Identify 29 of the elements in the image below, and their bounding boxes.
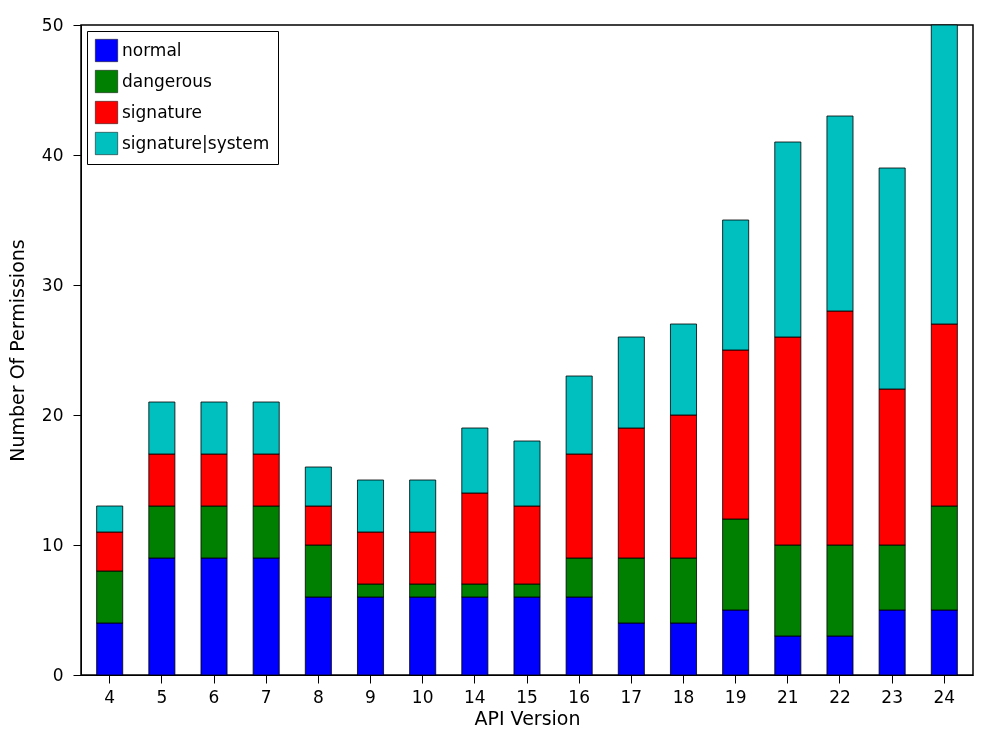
x-tick-label: 10	[411, 686, 434, 707]
x-tick-label: 8	[312, 686, 324, 707]
y-tick-label: 40	[41, 144, 64, 165]
x-tick-label: 7	[260, 686, 272, 707]
x-tick-label: 23	[881, 686, 903, 707]
y-tick-label: 20	[41, 404, 64, 425]
x-tick-label: 21	[777, 686, 799, 707]
x-tick-label: 15	[516, 686, 538, 707]
y-axis-title: Number Of Permissions	[5, 239, 28, 462]
x-tick-label: 6	[208, 686, 220, 707]
x-tick-label: 14	[464, 686, 486, 707]
legend-label: signature	[122, 101, 203, 122]
y-tick-label: 30	[41, 274, 64, 295]
x-tick-label: 24	[933, 686, 956, 707]
legend-label: dangerous	[122, 70, 213, 91]
x-tick-label: 5	[156, 686, 168, 707]
y-tick-label: 50	[41, 14, 64, 35]
x-tick-label: 18	[672, 686, 695, 707]
x-tick-label: 4	[104, 686, 116, 707]
x-tick-label: 22	[829, 686, 851, 707]
y-tick-label: 0	[52, 664, 64, 685]
legend-label: signature|system	[122, 132, 270, 153]
x-tick-label: 16	[568, 686, 590, 707]
x-tick-label: 19	[724, 686, 747, 707]
x-tick-label: 9	[365, 686, 376, 707]
x-axis-title: API Version	[474, 706, 581, 729]
x-tick-label: 17	[620, 686, 643, 707]
y-tick-label: 10	[41, 534, 64, 555]
legend-label: normal	[122, 39, 182, 60]
